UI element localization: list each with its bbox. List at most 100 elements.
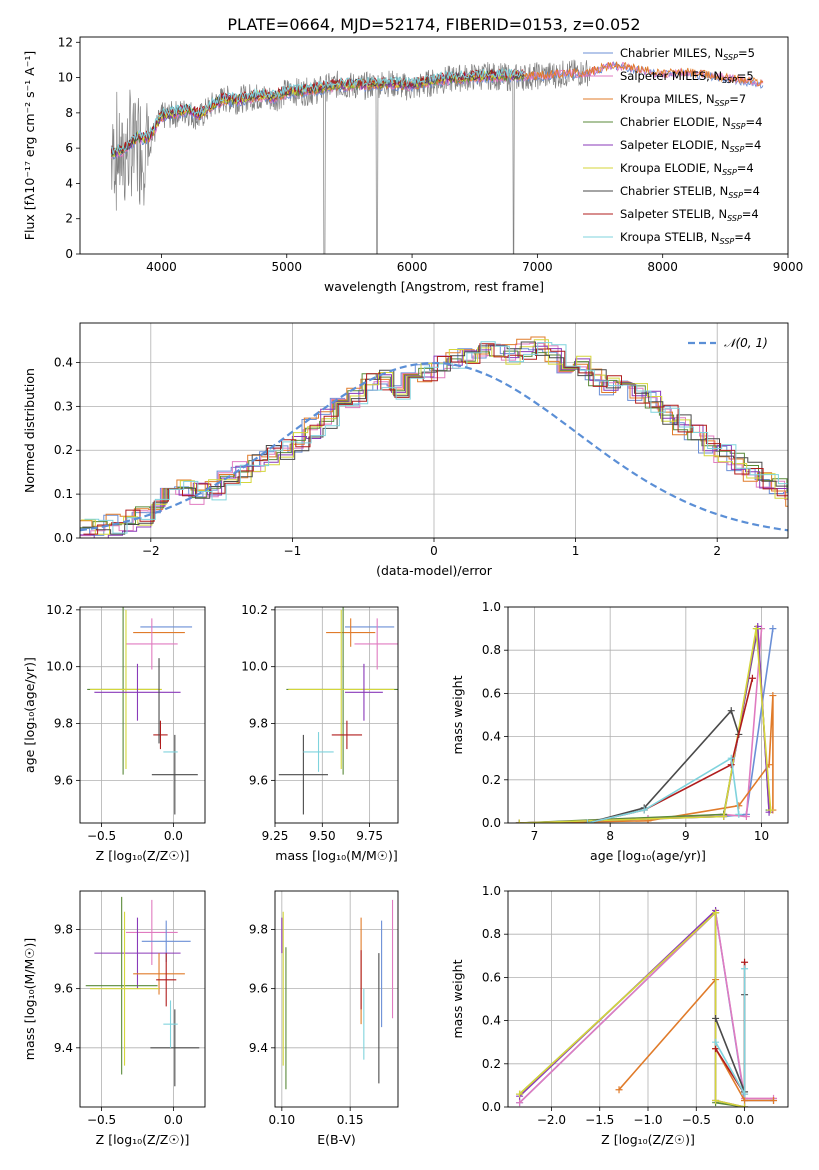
histogram-chabrier-elodie	[80, 350, 788, 529]
histogram-salpeter-miles	[80, 342, 788, 537]
legend-label: Salpeter ELODIE, NSSP=4	[620, 138, 761, 154]
y-tick-label: 2	[65, 212, 73, 226]
plus-marker	[640, 806, 648, 814]
y-tick-label: 9.8	[249, 922, 268, 936]
axes-frame	[79, 606, 206, 824]
plus-marker	[515, 819, 523, 823]
plus-marker	[769, 692, 777, 700]
plus-marker	[735, 810, 743, 818]
histogram-kroupa-stelib	[84, 341, 788, 534]
plus-marker	[712, 1097, 720, 1105]
histogram-chabrier-stelib	[82, 341, 788, 535]
plus-marker	[741, 1090, 749, 1098]
series-line-salpeter-miles	[519, 628, 763, 823]
y-tick-label: 0.4	[482, 1014, 501, 1028]
chart-mass-vs-Z: −0.5 0.0 9.4 9.6 9.8 Z [log₁₀(Z/Z☉)] mass [log…	[22, 890, 206, 1147]
plus-marker	[712, 909, 720, 917]
x-tick-label: 7000	[522, 260, 553, 274]
errorbar-point	[90, 911, 160, 1066]
y-tick-label: 0	[65, 247, 73, 261]
y-tick-label: 10.0	[241, 660, 268, 674]
y-tick-label: 0.8	[482, 643, 501, 657]
series-line-salpeter-stelib	[587, 678, 754, 823]
x-axis-label: mass [log₁₀(M/M☉)]	[275, 848, 397, 863]
axes-frame	[274, 606, 399, 824]
plus-marker	[516, 1099, 524, 1107]
plot-area-mass-vs-Z	[85, 896, 200, 1087]
y-tick-label: 9.8	[249, 717, 268, 731]
series-line-salpeter-elodie	[519, 908, 745, 1107]
plus-marker	[615, 1086, 623, 1094]
plus-marker	[741, 965, 749, 973]
x-tick-label: 0.0	[164, 829, 183, 843]
normal-curve	[80, 361, 788, 532]
plot-area-age-vs-mass	[278, 607, 398, 815]
x-axis-label: (data-model)/error	[376, 563, 493, 578]
plus-marker	[767, 806, 775, 814]
x-tick-label: −0.5	[87, 829, 116, 843]
plot-area-spectrum	[110, 59, 764, 254]
x-tick-label: 7	[531, 829, 539, 843]
x-tick-label: 9.50	[309, 829, 336, 843]
errorbar-point	[151, 734, 198, 815]
y-tick-label: 9.6	[54, 773, 73, 787]
x-tick-label: 2	[713, 544, 721, 558]
y-tick-label: 9.4	[54, 1041, 73, 1055]
x-tick-label: 5000	[271, 260, 302, 274]
plus-marker	[752, 625, 760, 633]
series-line-kroupa-stelib	[587, 756, 740, 823]
chart-mass-vs-EBV: 0.10 0.15 9.4 9.6 9.8 E(B-V)	[249, 890, 399, 1147]
plus-marker	[741, 958, 749, 966]
axes-frame	[79, 36, 789, 255]
y-tick-label: 0.2	[482, 773, 501, 787]
y-tick-label: 1.0	[482, 600, 501, 614]
plus-marker	[741, 1097, 749, 1105]
x-tick-label: 10	[754, 829, 769, 843]
plot-area-massweight-vs-Z	[516, 906, 778, 1107]
y-tick-label: 9.6	[54, 982, 73, 996]
x-tick-label: 0.0	[164, 1113, 183, 1127]
series-line-chabrier-miles	[519, 910, 774, 1104]
y-tick-label: 9.8	[54, 717, 73, 731]
y-tick-label: 0.6	[482, 970, 501, 984]
plus-marker	[727, 707, 735, 715]
x-tick-label: 9.25	[262, 829, 289, 843]
plus-marker	[741, 1103, 749, 1107]
x-tick-label: 8	[606, 829, 614, 843]
series-line-kroupa-elodie	[519, 910, 745, 1107]
x-tick-label: −2.0	[537, 1113, 566, 1127]
y-tick-label: 0.4	[54, 355, 73, 369]
legend-label: Kroupa STELIB, NSSP=4	[620, 230, 751, 246]
y-tick-label: 9.4	[249, 1041, 268, 1055]
errorbar-point	[278, 734, 328, 815]
x-tick-label: 0.15	[337, 1113, 364, 1127]
chart-age-vs-mass: 9.25 9.50 9.75 9.6 9.8 10.0 10.2 mass [log₁₀(M/…	[241, 603, 399, 863]
chart-massweight-vs-Z: −2.0 −1.5 −1.0 −0.5 0.0 0.0 0.2 0.4 0.6 0.8 1.0 Z […	[450, 884, 789, 1147]
errorbar-point	[163, 1000, 178, 1048]
series-line-salpeter-elodie	[519, 626, 770, 823]
errorbar-point	[85, 896, 158, 1075]
y-axis-label: mass [log₁₀(M/M☉)]	[22, 938, 37, 1060]
legend: Chabrier MILES, NSSP=5 Salpeter MILES, NS…	[583, 46, 762, 246]
x-tick-label: 9.75	[356, 829, 383, 843]
plus-marker	[712, 1045, 720, 1053]
y-tick-label: 1.0	[482, 884, 501, 898]
series-line-chabrier-miles	[519, 628, 774, 823]
plot-area-mass-vs-EBV	[281, 899, 394, 1090]
errorbar-point	[326, 618, 376, 647]
errorbar-point	[94, 663, 181, 721]
y-tick-label: 0.2	[54, 443, 73, 457]
plus-marker	[742, 813, 750, 821]
legend-label: Chabrier MILES, NSSP=5	[620, 46, 755, 62]
x-tick-label: 0.10	[268, 1113, 295, 1127]
legend-label: Chabrier STELIB, NSSP=4	[620, 184, 760, 200]
y-axis-label: Normed distribution	[22, 368, 37, 493]
plus-marker	[735, 802, 743, 810]
y-tick-label: 10	[58, 71, 73, 85]
y-tick-label: 0.4	[482, 730, 501, 744]
chart-age-vs-Z: −0.5 0.0 9.6 9.8 10.0 10.2 Z [log₁₀(Z/Z☉)] age …	[22, 603, 206, 863]
errorbar-point	[345, 663, 383, 721]
x-tick-label: −0.5	[682, 1113, 711, 1127]
errorbar-point	[125, 618, 178, 670]
errorbar-point	[150, 1009, 200, 1087]
